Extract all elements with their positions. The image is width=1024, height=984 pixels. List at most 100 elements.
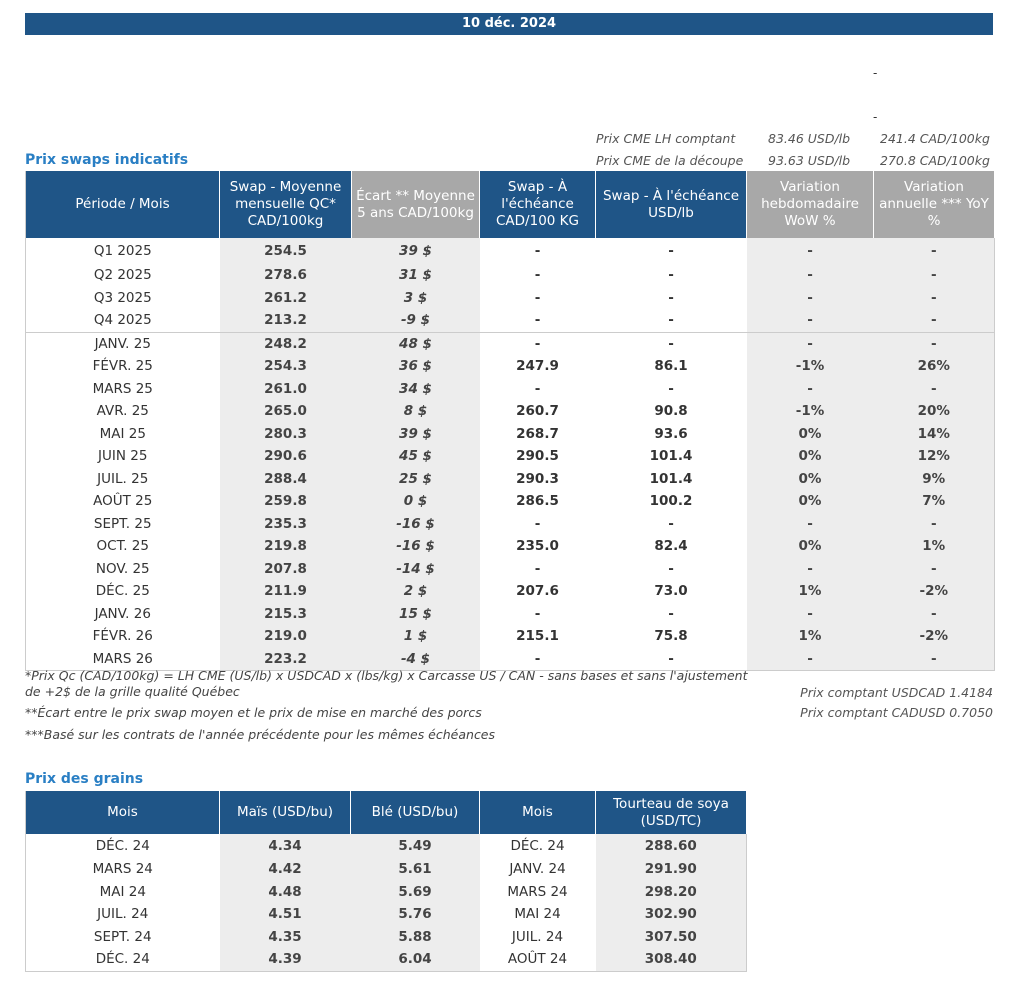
period-cell: Q3 2025	[93, 289, 152, 306]
yoy-cell: -	[873, 377, 995, 400]
period-cell: AVR. 25	[96, 403, 149, 420]
yoy-cell: 7%	[873, 490, 995, 513]
cme-lh-cad: 241.4 CAD/100kg	[880, 131, 990, 146]
ecart-cell: 3 $	[351, 286, 480, 309]
grains-header-ble: Blé (USD/bu)	[350, 791, 480, 834]
cme-lh-usd: 83.46 USD/lb	[768, 131, 851, 146]
ecart-cell: 15 $	[351, 602, 480, 625]
mois-cell: SEPT. 24	[93, 928, 152, 945]
table-row: NOV. 25 207.8 -14 $ - - - -	[26, 557, 995, 580]
footnote-formula: *Prix Qc (CAD/100kg) = LH CME (US/lb) x …	[25, 668, 748, 699]
ecart-cell: 34 $	[351, 377, 480, 400]
placeholder-dash: -	[873, 110, 878, 124]
mois-soya-cell: MAI 24	[514, 906, 561, 923]
swap-usd-cell: -	[668, 515, 674, 532]
cadusd-rate: Prix comptant CADUSD 0.7050	[800, 705, 993, 720]
period-cell: MAI 25	[99, 425, 146, 442]
swap-usd-cell: 101.4	[649, 448, 693, 465]
ble-cell: 5.76	[350, 903, 480, 926]
swap-usd-cell: -	[668, 560, 674, 577]
swap-cad-cell: 260.7	[516, 403, 559, 420]
swap-moyenne-cell: 207.8	[219, 557, 352, 580]
wow-cell: 0%	[746, 467, 874, 490]
wow-cell: 0%	[746, 422, 874, 445]
table-row: MARS 26 223.2 -4 $ - - - -	[26, 647, 995, 671]
wow-cell: 1%	[746, 580, 874, 603]
swap-moyenne-cell: 254.3	[219, 355, 352, 378]
swap-moyenne-cell: 290.6	[219, 445, 352, 468]
swap-usd-cell: 82.4	[654, 538, 688, 555]
period-cell: DÉC. 25	[95, 583, 150, 600]
ecart-cell: 8 $	[351, 400, 480, 423]
period-cell: JANV. 26	[94, 605, 151, 622]
swap-cad-cell: -	[534, 243, 541, 259]
mois-soya-cell: DÉC. 24	[510, 838, 565, 854]
swap-moyenne-cell: 215.3	[219, 602, 352, 625]
period-cell: JANV. 25	[25, 331, 220, 355]
table-row: AOÛT 25 259.8 0 $ 286.5 100.2 0% 7%	[26, 490, 995, 513]
table-row: MAI 24 4.48 5.69 MARS 24 298.20	[26, 880, 747, 903]
ble-cell: 5.88	[350, 925, 480, 948]
yoy-cell: -	[873, 557, 995, 580]
grains-table: Mois Maïs (USD/bu) Blé (USD/bu) Mois Tou…	[25, 791, 747, 972]
table-row: FÉVR. 25 254.3 36 $ 247.9 86.1 -1% 26%	[26, 355, 995, 378]
placeholder-dash: -	[873, 66, 878, 80]
yoy-cell: -	[873, 331, 995, 355]
wow-cell: -	[746, 647, 874, 671]
soya-cell: 302.90	[595, 903, 747, 926]
table-row: DÉC. 24 4.39 6.04 AOÛT 24 308.40	[26, 948, 747, 971]
wow-cell: -1%	[746, 400, 874, 423]
cme-decoupe-label: Prix CME de la découpe	[596, 153, 744, 168]
swap-cad-cell: 268.7	[516, 425, 559, 442]
swap-moyenne-cell: 211.9	[219, 580, 352, 603]
table-row: JUIL. 25 288.4 25 $ 290.3 101.4 0% 9%	[26, 467, 995, 490]
swap-moyenne-cell: 280.3	[219, 422, 352, 445]
table-row: DÉC. 24 4.34 5.49 DÉC. 24 288.60	[26, 834, 747, 858]
period-cell: JUIN 25	[98, 448, 148, 465]
ecart-cell: 31 $	[351, 264, 480, 287]
ecart-cell: 25 $	[351, 467, 480, 490]
swap-usd-cell: -	[668, 312, 674, 329]
col-header-swap-cad: Swap - À l'échéance CAD/100 KG	[479, 171, 596, 238]
mais-cell: 4.35	[219, 925, 351, 948]
swap-cad-cell: -	[534, 650, 541, 667]
wow-cell: -	[746, 286, 874, 309]
swap-cad-cell: -	[534, 312, 541, 329]
mais-cell: 4.39	[219, 948, 351, 971]
swap-usd-cell: -	[668, 267, 674, 284]
yoy-cell: 9%	[873, 467, 995, 490]
table-row: JUIN 25 290.6 45 $ 290.5 101.4 0% 12%	[26, 445, 995, 468]
swap-moyenne-cell: 278.6	[219, 264, 352, 287]
swap-moyenne-cell: 223.2	[219, 647, 352, 671]
swap-moyenne-cell: 261.2	[219, 286, 352, 309]
table-row: FÉVR. 26 219.0 1 $ 215.1 75.8 1% -2%	[26, 625, 995, 648]
period-cell: AOÛT 25	[93, 493, 153, 510]
mais-cell: 4.34	[219, 834, 351, 858]
ecart-cell: -9 $	[351, 309, 480, 332]
wow-cell: -1%	[746, 355, 874, 378]
swap-moyenne-cell: 254.5	[219, 238, 352, 264]
yoy-cell: -2%	[873, 625, 995, 648]
swaps-table-body: Q1 2025 254.5 39 $ - - - - Q2 2025 278.6 31 $ - - - -…	[25, 238, 995, 671]
period-cell: MARS 26	[92, 650, 153, 667]
col-header-swap-usd: Swap - À l'échéance USD/lb	[595, 171, 747, 238]
cme-decoupe-usd: 93.63 USD/lb	[768, 153, 851, 168]
swap-usd-cell: -	[595, 331, 747, 355]
yoy-cell: -	[873, 647, 995, 671]
ecart-cell: -16 $	[351, 535, 480, 558]
soya-cell: 291.90	[595, 858, 747, 881]
ble-cell: 6.04	[350, 948, 480, 971]
soya-cell: 308.40	[595, 948, 747, 971]
swap-usd-cell: 100.2	[649, 493, 693, 510]
table-row: JANV. 25 248.2 48 $ - - - -	[25, 331, 995, 355]
swap-usd-cell: 75.8	[654, 628, 688, 645]
wow-cell: 0%	[746, 490, 874, 513]
swap-usd-cell: -	[668, 289, 674, 306]
ecart-cell: 36 $	[351, 355, 480, 378]
swaps-section-title: Prix swaps indicatifs	[25, 152, 189, 168]
wow-cell: -	[746, 238, 874, 264]
table-row: OCT. 25 219.8 -16 $ 235.0 82.4 0% 1%	[26, 535, 995, 558]
table-row: DÉC. 25 211.9 2 $ 207.6 73.0 1% -2%	[26, 580, 995, 603]
swap-usd-cell: -	[668, 605, 674, 622]
ecart-cell: -14 $	[351, 557, 480, 580]
